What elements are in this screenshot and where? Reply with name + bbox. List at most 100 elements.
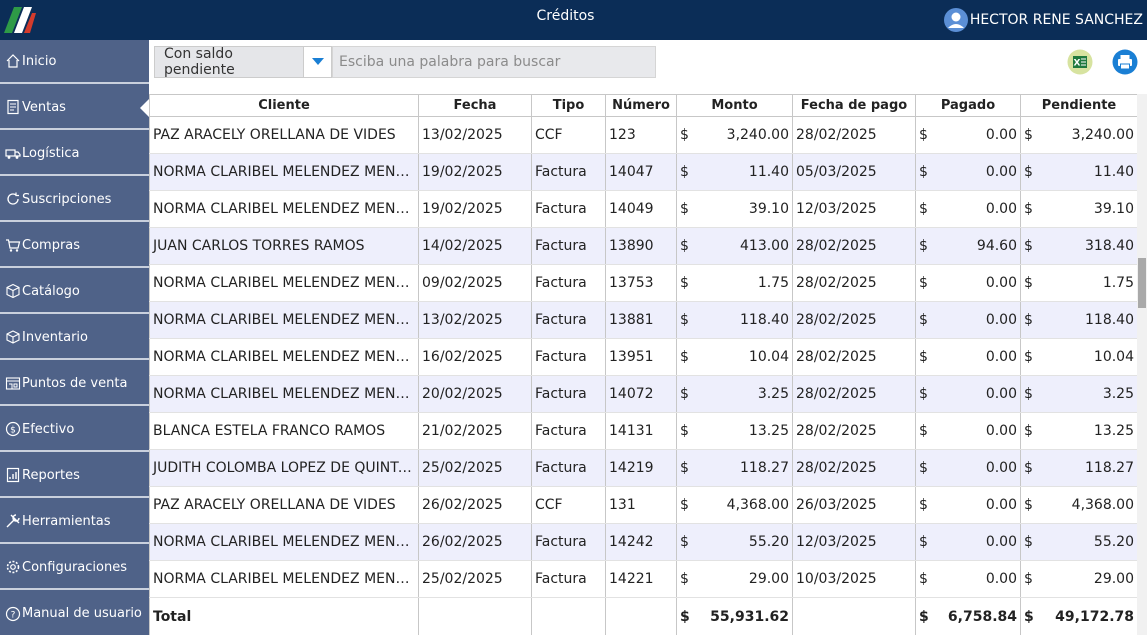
column-header-pagado[interactable]: Pagado [915, 94, 1021, 117]
cell-numero: 123 [605, 116, 677, 154]
table-row[interactable]: PAZ ARACELY ORELLANA DE VIDES 26/02/2025 C… [149, 486, 1137, 524]
cell-monto-value: 3.25 [757, 386, 789, 402]
cell-numero: 13890 [605, 227, 677, 265]
cell-numero: 14219 [605, 449, 677, 487]
cell-pendiente-value: 55.20 [1093, 534, 1134, 550]
svg-text:X: X [1074, 59, 1081, 69]
cell-pendiente: $118.27 [1020, 449, 1137, 487]
currency-symbol: $ [919, 312, 928, 328]
table-row[interactable]: NORMA CLARIBEL MELENDEZ MENDEZ 16/02/2025… [149, 338, 1137, 376]
cell-pendiente-value: 29.00 [1093, 571, 1134, 587]
top-bar: Créditos HECTOR RENE SANCHEZ [0, 0, 1147, 40]
cell-pagado: $0.00 [915, 486, 1021, 524]
sidebar-item-label: Suscripciones [22, 191, 112, 207]
column-header-tipo[interactable]: Tipo [531, 94, 606, 117]
total-pagado-value: 6,758.84 [947, 608, 1017, 625]
sidebar-item-suscripciones[interactable]: Suscripciones [0, 178, 149, 222]
cell-monto: $118.40 [676, 301, 793, 339]
table-row[interactable]: NORMA CLARIBEL MELENDEZ MENDEZ 19/02/2025… [149, 190, 1137, 228]
credits-table-container: Cliente Fecha Tipo Número Monto Fecha de… [149, 94, 1137, 635]
cell-pagado: $0.00 [915, 338, 1021, 376]
sidebar-item-ventas[interactable]: Ventas [0, 86, 149, 130]
cell-monto-value: 55.20 [748, 534, 789, 550]
currency-symbol: $ [680, 497, 689, 513]
table-row[interactable]: PAZ ARACELY ORELLANA DE VIDES 13/02/2025 C… [149, 116, 1137, 154]
sidebar-item-inventario[interactable]: Inventario [0, 316, 149, 360]
table-row[interactable]: NORMA CLARIBEL MELENDEZ MENDEZ 20/02/2025… [149, 375, 1137, 413]
column-header-cliente[interactable]: Cliente [149, 94, 419, 117]
cell-monto: $11.40 [676, 153, 793, 191]
totals-row: Total $55,931.62 $6,758.84 $49,172.78 [149, 597, 1137, 635]
cell-pagado: $0.00 [915, 560, 1021, 598]
app-logo-icon[interactable] [2, 3, 38, 35]
scrollbar-thumb[interactable] [1138, 258, 1146, 308]
cell-tipo: Factura [531, 153, 606, 191]
table-row[interactable]: NORMA CLARIBEL MELENDEZ MENDEZ 09/02/2025… [149, 264, 1137, 302]
sidebar-item-reportes[interactable]: Reportes [0, 454, 149, 498]
balance-filter-select[interactable]: Con saldo pendiente [154, 46, 332, 78]
cell-fecha-de-pago: 10/03/2025 [792, 560, 916, 598]
cell-pagado: $0.00 [915, 301, 1021, 339]
cell-pagado-value: 0.00 [985, 312, 1017, 328]
total-pendiente: $49,172.78 [1020, 597, 1137, 635]
table-row[interactable]: NORMA CLARIBEL MELENDEZ MENDEZ 19/02/2025… [149, 153, 1137, 191]
cell-cliente: NORMA CLARIBEL MELENDEZ MENDEZ [149, 301, 419, 339]
table-row[interactable]: NORMA CLARIBEL MELENDEZ MENDEZ 26/02/2025… [149, 523, 1137, 561]
currency-symbol: $ [919, 238, 928, 254]
cell-numero: 13951 [605, 338, 677, 376]
column-header-monto[interactable]: Monto [676, 94, 793, 117]
cell-pagado-value: 0.00 [985, 571, 1017, 587]
cell-tipo: Factura [531, 264, 606, 302]
sidebar-item-logistica[interactable]: Logística [0, 132, 149, 176]
excel-export-icon[interactable]: X [1067, 49, 1093, 75]
cell-pendiente-value: 11.40 [1093, 164, 1134, 180]
search-input[interactable] [332, 46, 656, 78]
table-row[interactable]: NORMA CLARIBEL MELENDEZ MENDEZ 25/02/2025… [149, 560, 1137, 598]
column-header-fecha-de-pago[interactable]: Fecha de pago [792, 94, 916, 117]
cell-cliente: NORMA CLARIBEL MELENDEZ MENDEZ [149, 523, 419, 561]
sidebar-item-herramientas[interactable]: Herramientas [0, 500, 149, 544]
cell-pagado: $0.00 [915, 375, 1021, 413]
sidebar-item-configuraciones[interactable]: Configuraciones [0, 546, 149, 590]
currency-symbol: $ [1024, 312, 1033, 328]
cell-monto: $4,368.00 [676, 486, 793, 524]
cell-fecha-de-pago: 28/02/2025 [792, 264, 916, 302]
sidebar-item-efectivo[interactable]: $ Efectivo [0, 408, 149, 452]
currency-symbol: $ [919, 201, 928, 217]
currency-symbol: $ [1024, 238, 1033, 254]
cell-monto: $3,240.00 [676, 116, 793, 154]
filter-dropdown-button[interactable] [303, 47, 331, 77]
currency-symbol: $ [680, 423, 689, 439]
sidebar-item-puntos-de-venta[interactable]: Puntos de venta [0, 362, 149, 406]
table-row[interactable]: JUDITH COLOMBA LOPEZ DE QUINTA… 25/02/202… [149, 449, 1137, 487]
cell-numero: 14049 [605, 190, 677, 228]
table-row[interactable]: JUAN CARLOS TORRES RAMOS 14/02/2025 Factur… [149, 227, 1137, 265]
cell-pendiente: $39.10 [1020, 190, 1137, 228]
sidebar-item-manual-de-usuario[interactable]: ? Manual de usuario [0, 592, 149, 635]
currency-symbol: $ [1024, 497, 1033, 513]
table-row[interactable]: BLANCA ESTELA FRANCO RAMOS 21/02/2025 Fact… [149, 412, 1137, 450]
svg-text:$: $ [10, 426, 16, 436]
currency-symbol: $ [1024, 127, 1033, 143]
cell-pendiente-value: 39.10 [1093, 201, 1134, 217]
sidebar-item-compras[interactable]: Compras [0, 224, 149, 268]
column-header-fecha[interactable]: Fecha [418, 94, 532, 117]
currency-symbol: $ [1024, 608, 1034, 625]
cell-monto: $29.00 [676, 560, 793, 598]
column-header-pendiente[interactable]: Pendiente [1020, 94, 1137, 117]
column-header-numero[interactable]: Número [605, 94, 677, 117]
sidebar-item-catalogo[interactable]: Catálogo [0, 270, 149, 314]
table-scrollbar[interactable] [1137, 94, 1147, 635]
cell-monto-value: 118.40 [740, 312, 789, 328]
cell-pendiente-value: 13.25 [1093, 423, 1134, 439]
cell-cliente: JUAN CARLOS TORRES RAMOS [149, 227, 419, 265]
cell-numero: 13881 [605, 301, 677, 339]
cell-pagado: $0.00 [915, 116, 1021, 154]
cell-monto: $55.20 [676, 523, 793, 561]
currency-symbol: $ [1024, 534, 1033, 550]
table-row[interactable]: NORMA CLARIBEL MELENDEZ MENDEZ 13/02/2025… [149, 301, 1137, 339]
print-icon[interactable] [1112, 49, 1138, 75]
user-menu[interactable]: HECTOR RENE SANCHEZ [943, 8, 1143, 32]
sidebar-item-label: Reportes [22, 467, 80, 483]
sidebar-item-inicio[interactable]: Inicio [0, 40, 149, 84]
